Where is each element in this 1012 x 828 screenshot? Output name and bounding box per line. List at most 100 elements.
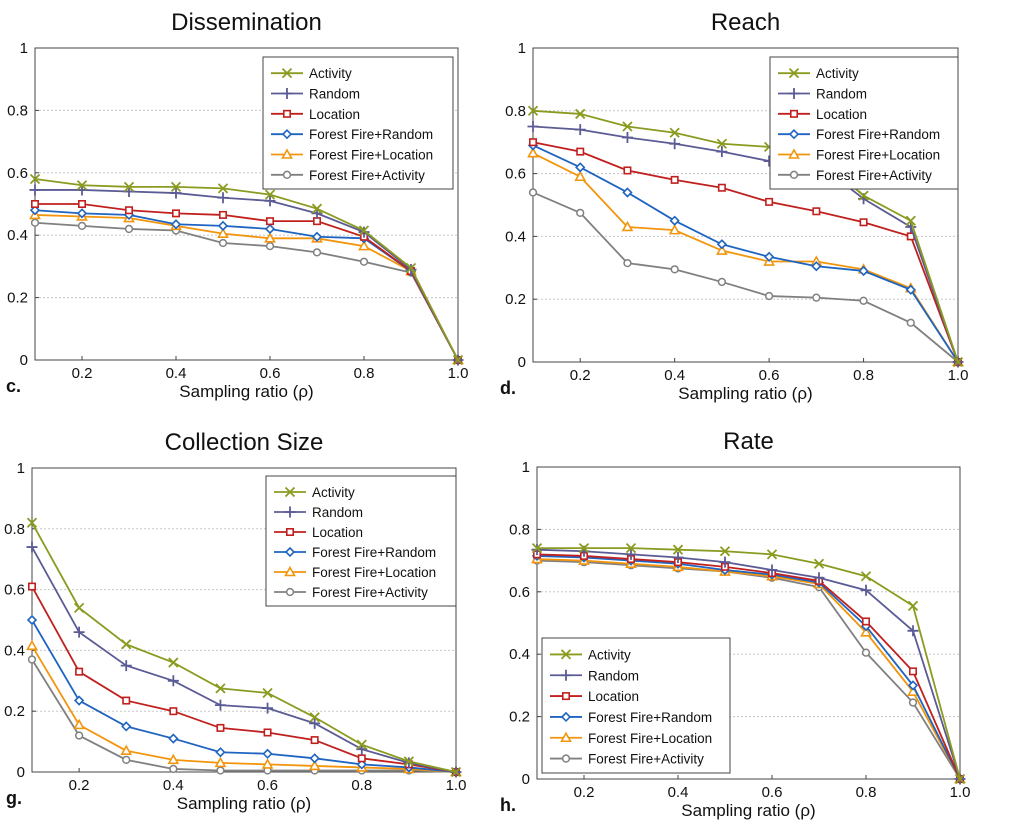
legend-label: Forest Fire+Random	[309, 127, 433, 142]
legend-label: Activity	[312, 485, 355, 500]
data-point	[219, 210, 228, 219]
data-point	[26, 517, 38, 528]
panel-label: d.	[500, 378, 516, 398]
data-point	[26, 614, 38, 626]
y-tick-label: 0.8	[505, 103, 526, 120]
legend-marker	[560, 711, 572, 723]
legend-label: Forest Fire+Activity	[312, 585, 428, 600]
x-tick-label: 0.2	[570, 367, 591, 384]
legend-item: Activity	[274, 485, 355, 500]
chart-panel-4: Rate 0 0.2 0.4 0.6 0.8 1 0.2 0.4 0.6 0.8 1.0 Samplin…	[500, 428, 970, 820]
x-tick-label: 1.0	[950, 784, 971, 801]
legend-marker	[281, 68, 293, 79]
data-point	[216, 723, 225, 732]
legend-marker	[560, 669, 572, 681]
data-point	[907, 625, 919, 637]
legend-item: Activity	[271, 66, 352, 81]
data-point	[575, 162, 586, 173]
data-point	[906, 318, 915, 327]
data-point	[26, 639, 38, 651]
legend-item: Activity	[550, 647, 631, 662]
data-point	[308, 759, 321, 771]
legend-marker	[281, 129, 293, 140]
data-point	[672, 544, 684, 555]
data-point	[359, 257, 369, 266]
data-point	[26, 541, 38, 553]
series-line	[537, 547, 961, 780]
legend: Activity Random Location Forest Fire+Random…	[265, 475, 457, 607]
data-point	[263, 728, 272, 737]
data-point	[908, 698, 918, 707]
data-point	[311, 231, 323, 242]
data-point	[716, 244, 728, 255]
data-point	[531, 542, 543, 554]
series-line	[34, 214, 459, 361]
data-point	[73, 602, 85, 613]
data-point	[264, 232, 276, 243]
data-point	[907, 600, 919, 611]
data-point	[358, 239, 370, 251]
legend-label: Forest Fire+Location	[312, 565, 436, 580]
data-point	[450, 766, 462, 778]
data-point	[576, 147, 585, 156]
data-point	[29, 205, 41, 216]
series-line	[31, 586, 457, 773]
data-point	[452, 354, 464, 366]
series-line	[536, 548, 961, 780]
chart-title: Rate	[723, 428, 774, 455]
data-point	[717, 277, 727, 287]
legend-item: Forest Fire+Location	[550, 731, 712, 746]
data-point	[622, 121, 633, 132]
data-point	[125, 206, 134, 215]
data-point	[858, 190, 869, 201]
x-tick-label: 0.8	[853, 367, 874, 384]
data-point	[813, 572, 825, 584]
x-axis-label: Sampling ratio (ρ)	[177, 794, 311, 813]
legend-item: Activity	[778, 66, 859, 81]
legend-box	[265, 475, 457, 607]
series-line	[31, 659, 457, 773]
data-point	[574, 124, 586, 136]
legend-box	[541, 637, 731, 774]
legend-label: Location	[309, 107, 360, 122]
data-point	[78, 200, 87, 209]
series-location	[30, 200, 462, 364]
data-point	[907, 680, 919, 691]
legend-label: Forest Fire+Random	[312, 545, 436, 560]
data-point	[528, 138, 537, 147]
data-point	[576, 208, 585, 218]
data-point	[952, 356, 964, 368]
data-point	[309, 753, 320, 764]
data-point	[76, 180, 88, 191]
data-point	[262, 702, 274, 714]
data-point	[861, 648, 871, 657]
data-point	[309, 717, 321, 729]
data-point	[908, 667, 917, 676]
data-point	[669, 138, 681, 150]
data-point	[74, 731, 84, 740]
x-axis-label: Sampling ratio (ρ)	[678, 384, 812, 403]
x-tick-label: 0.6	[257, 777, 278, 794]
legend-label: Forest Fire+Location	[588, 731, 712, 746]
x-axis-label: Sampling ratio (ρ)	[179, 382, 313, 401]
legend-item: Random	[271, 87, 360, 102]
data-point	[669, 215, 680, 226]
data-point	[812, 207, 821, 216]
series-forest-fire-random	[26, 614, 462, 778]
data-point	[860, 584, 872, 596]
y-tick-label: 0.6	[7, 165, 28, 182]
data-point	[531, 544, 543, 556]
data-point	[73, 626, 85, 638]
legend-item: Forest Fire+Location	[778, 148, 940, 163]
legend-box	[262, 56, 454, 190]
data-point	[859, 296, 868, 305]
legend-label: Forest Fire+Activity	[816, 168, 932, 183]
legend-marker	[561, 692, 570, 701]
legend-marker	[788, 129, 800, 140]
x-tick-label: 1.0	[448, 365, 469, 382]
legend-marker	[789, 109, 798, 118]
series-line	[532, 109, 959, 363]
data-point	[218, 238, 228, 248]
data-point	[623, 258, 632, 268]
x-tick-label: 0.6	[260, 365, 281, 382]
